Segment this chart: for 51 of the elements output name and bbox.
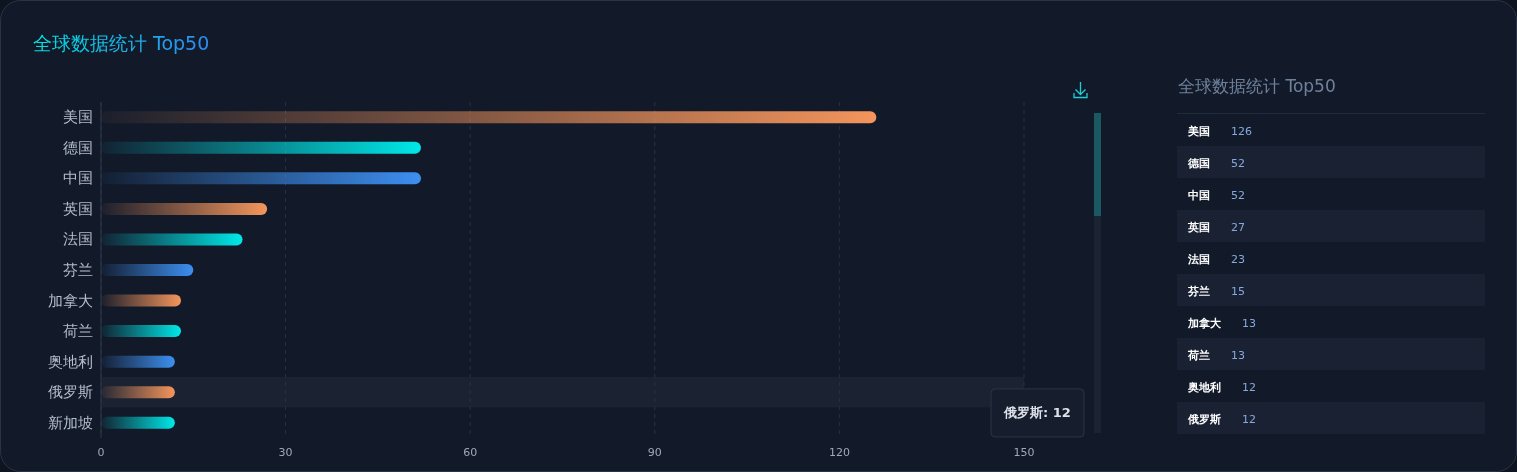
x-tick-label: 0 xyxy=(97,445,105,459)
data-label: 13 xyxy=(1231,348,1245,362)
data-label: 23 xyxy=(1231,252,1245,266)
bar xyxy=(101,172,421,185)
category-label: 英国 xyxy=(1187,220,1210,234)
data-label: 12 xyxy=(1242,380,1256,394)
category-label: 荷兰 xyxy=(1187,348,1210,362)
y-tick-label: 美国 xyxy=(63,108,93,127)
y-tick-label: 英国 xyxy=(63,199,93,218)
data-label: 27 xyxy=(1231,220,1245,234)
y-tick-label: 芬兰 xyxy=(63,261,93,279)
bar xyxy=(101,386,175,399)
category-label: 俄罗斯 xyxy=(1187,412,1221,426)
annotation: 俄罗斯: 12 xyxy=(1003,405,1071,421)
bar xyxy=(101,202,268,215)
text: 全球数据统计 Top50 xyxy=(1178,76,1336,96)
bar xyxy=(101,294,181,307)
chart-title: 全球数据统计 Top50 xyxy=(33,32,210,54)
category-label: 奥地利 xyxy=(1187,380,1221,394)
bar xyxy=(101,416,175,429)
x-tick-label: 150 xyxy=(1013,445,1035,459)
category-label: 法国 xyxy=(1187,252,1210,266)
y-tick-label: 法国 xyxy=(63,230,93,249)
data-label: 15 xyxy=(1231,284,1245,298)
bar xyxy=(101,233,243,246)
category-label: 芬兰 xyxy=(1187,284,1210,298)
y-tick-label: 奥地利 xyxy=(48,352,93,371)
category-label: 德国 xyxy=(1187,156,1210,170)
category-label: 美国 xyxy=(1187,124,1210,138)
data-label: 12 xyxy=(1242,412,1256,426)
bar xyxy=(101,141,421,154)
bar xyxy=(101,325,181,338)
y-tick-label: 新加坡 xyxy=(48,413,93,432)
category-label: 加拿大 xyxy=(1187,316,1222,330)
y-tick-label: 荷兰 xyxy=(63,322,93,341)
y-tick-label: 加拿大 xyxy=(48,291,93,310)
bar xyxy=(101,111,877,124)
x-tick-label: 30 xyxy=(278,445,293,459)
y-tick-label: 德国 xyxy=(63,138,93,157)
x-tick-label: 60 xyxy=(463,445,478,459)
bar xyxy=(101,264,194,276)
data-label: 52 xyxy=(1231,188,1245,202)
data-label: 52 xyxy=(1231,156,1245,170)
data-label: 13 xyxy=(1242,316,1256,330)
x-tick-label: 120 xyxy=(828,445,850,459)
y-tick-label: 俄罗斯 xyxy=(48,383,93,402)
data-label: 126 xyxy=(1231,124,1252,138)
category-label: 中国 xyxy=(1188,188,1210,202)
x-tick-label: 90 xyxy=(647,445,662,459)
y-tick-label: 中国 xyxy=(63,169,93,188)
bar xyxy=(101,355,175,368)
